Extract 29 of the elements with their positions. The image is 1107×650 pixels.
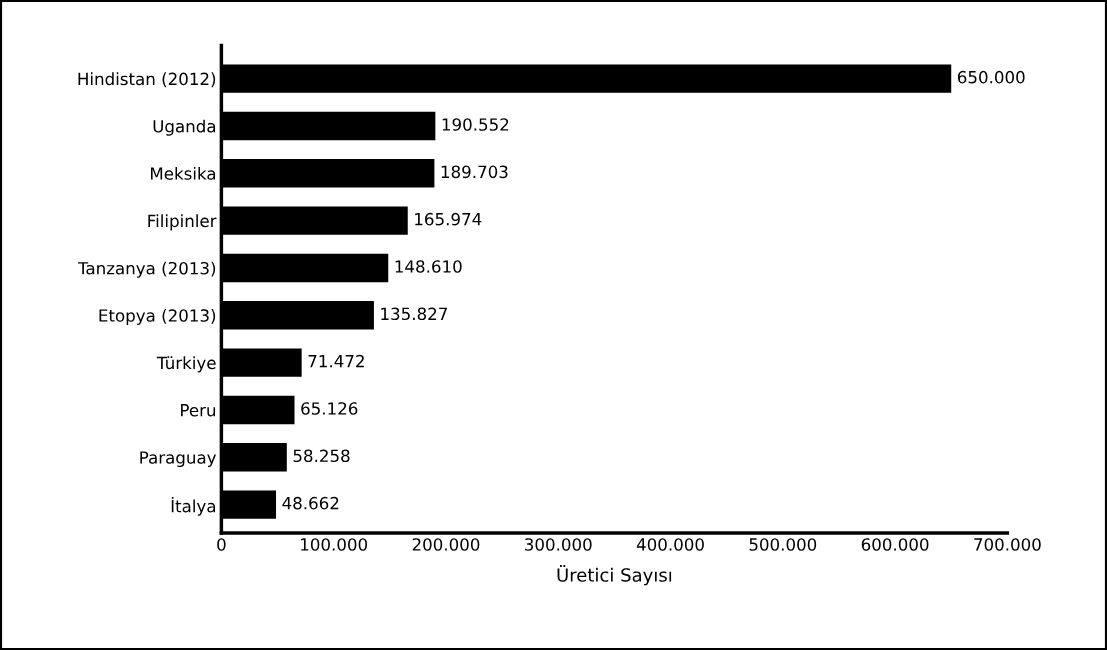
x-tick-label: 600.000	[861, 538, 929, 551]
y-tick-label: Meksika	[151, 166, 216, 180]
x-tick-label: 500.000	[749, 538, 817, 551]
data-label: 148.610	[395, 260, 462, 273]
x-axis-title: Üretici Sayısı	[557, 565, 672, 586]
data-label: 135.827	[381, 307, 447, 321]
data-label: 48.662	[282, 496, 339, 510]
y-tick-label: Peru	[181, 404, 216, 417]
y-tick-label: Hindistan (2012)	[78, 72, 216, 88]
x-tick-label: 700.000	[974, 538, 1041, 551]
y-tick-label: Uganda	[153, 119, 216, 136]
x-tick-label: 300.000	[525, 538, 592, 551]
data-label: 190.552	[442, 118, 509, 131]
y-tick-label: Etopya (2013)	[99, 308, 216, 326]
y-tick-label: İtalya	[171, 497, 216, 516]
y-tick-label: Türkiye	[156, 356, 216, 373]
data-label: 71.472	[308, 354, 364, 368]
y-tick-label: Paraguay	[140, 451, 217, 468]
x-tick-label: 200.000	[412, 538, 480, 551]
data-label: 65.126	[301, 402, 358, 415]
data-label: 165.974	[415, 212, 482, 226]
x-tick-label: 100.000	[301, 538, 368, 551]
y-tick-label: Tanzanya (2013)	[77, 261, 216, 278]
data-label: 650.000	[957, 70, 1025, 84]
data-label: 58.258	[293, 449, 350, 463]
x-tick-label: 0	[217, 538, 226, 551]
y-tick-label: Filipinler	[148, 214, 217, 231]
data-label: 189.703	[441, 165, 508, 179]
x-tick-label: 400.000	[636, 538, 704, 551]
